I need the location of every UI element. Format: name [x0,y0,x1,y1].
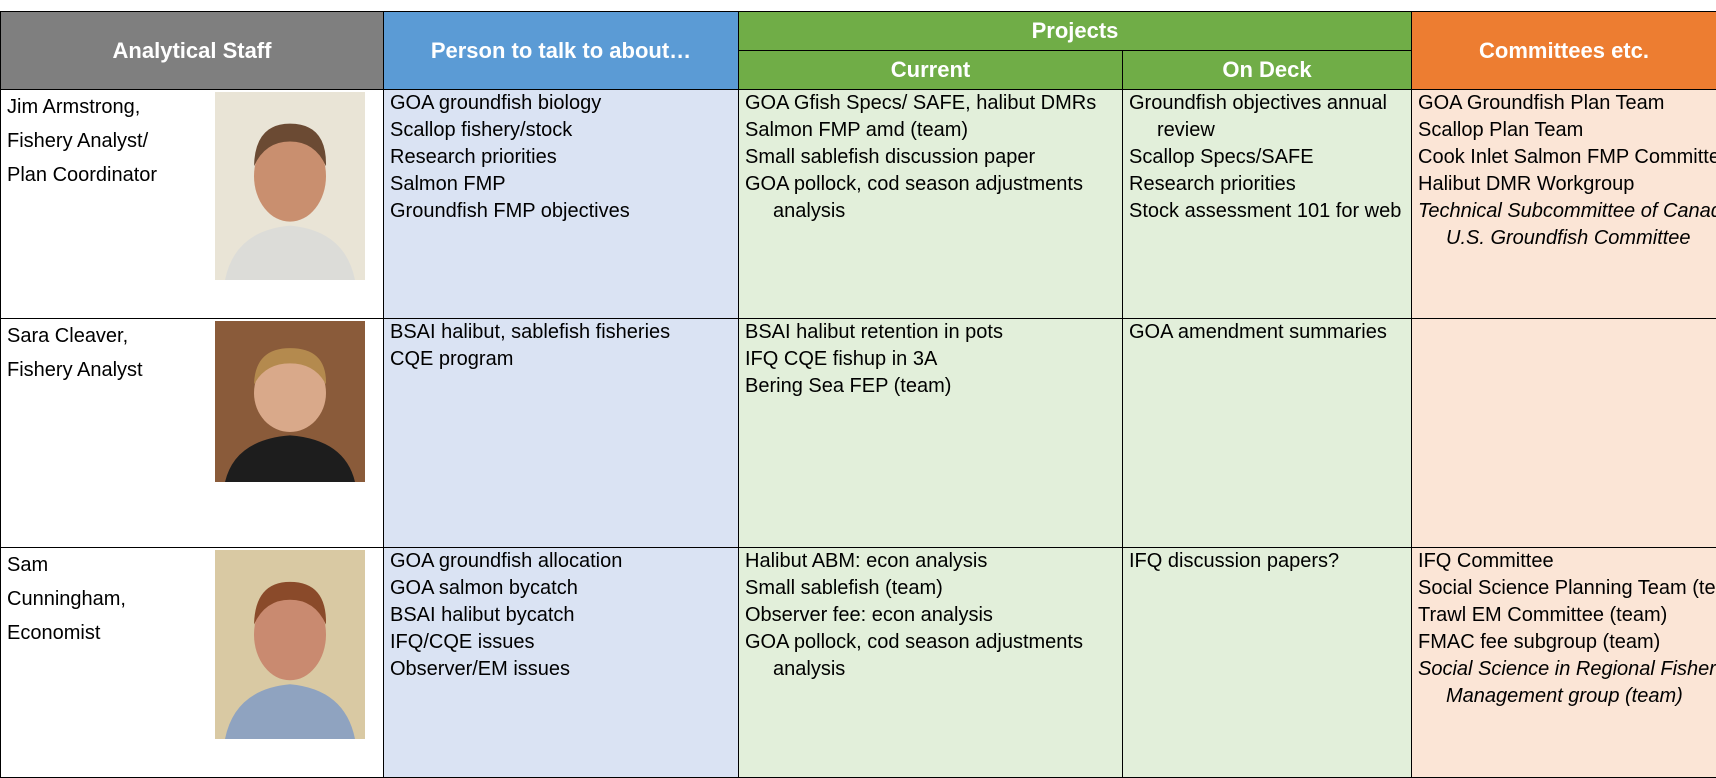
topic-item: Research priorities [390,144,738,171]
project-item: IFQ discussion papers? [1129,548,1411,575]
on-deck-cell: GOA amendment summaries [1123,319,1412,548]
topic-item: Salmon FMP [390,171,738,198]
project-item: GOA pollock, cod season adjustments anal… [745,171,1122,225]
committee-item: Social Science Planning Team (team) [1418,575,1716,602]
staff-photo [215,321,365,488]
project-item: GOA amendment summaries [1129,319,1411,346]
committee-item: IFQ Committee [1418,548,1716,575]
topic-item: Scallop fishery/stock [390,117,738,144]
staff-cell: Sara Cleaver,Fishery Analyst [1,319,384,548]
project-item: Stock assessment 101 for web [1129,198,1411,225]
project-item: Scallop Specs/SAFE [1129,144,1411,171]
table-row: Sara Cleaver,Fishery Analyst BSAI halibu… [1,319,1716,548]
project-item: GOA pollock, cod season adjustments anal… [745,629,1122,683]
staff-photo [215,92,365,286]
header-cell: On Deck [1123,51,1412,90]
header-cell: Analytical Staff [1,12,384,90]
committee-item: Social Science in Regional Fisheries Man… [1418,656,1716,710]
project-item: Halibut ABM: econ analysis [745,548,1122,575]
photo [215,550,365,739]
committee-item: Scallop Plan Team [1418,117,1716,144]
committee-item: Technical Subcommittee of Canada-U.S. Gr… [1418,198,1716,252]
project-item: GOA Gfish Specs/ SAFE, halibut DMRs [745,90,1122,117]
project-item: BSAI halibut retention in pots [745,319,1122,346]
header-cell: Committees etc. [1412,12,1716,90]
topic-item: IFQ/CQE issues [390,629,738,656]
topic-item: Observer/EM issues [390,656,738,683]
project-item: Observer fee: econ analysis [745,602,1122,629]
header-cell: Current [739,51,1123,90]
committee-item: Halibut DMR Workgroup [1418,171,1716,198]
topic-item: BSAI halibut, sablefish fisheries [390,319,738,346]
staff-photo [215,550,365,745]
header-cell: Person to talk to about… [384,12,739,90]
project-item: IFQ CQE fishup in 3A [745,346,1122,373]
staff-table: Analytical Staff Person to talk to about… [0,11,1716,778]
committee-item: GOA Groundfish Plan Team [1418,90,1716,117]
topic-item: GOA groundfish allocation [390,548,738,575]
committee-item: Cook Inlet Salmon FMP Committee [1418,144,1716,171]
header-cell: Projects [739,12,1412,51]
project-item: Small sablefish discussion paper [745,144,1122,171]
on-deck-cell: IFQ discussion papers? [1123,548,1412,778]
photo [215,321,365,482]
project-item: Bering Sea FEP (team) [745,373,1122,400]
project-item: Salmon FMP amd (team) [745,117,1122,144]
project-item: Small sablefish (team) [745,575,1122,602]
staff-cell: Jim Armstrong,Fishery Analyst/Plan Coord… [1,90,384,319]
topic-item: Groundfish FMP objectives [390,198,738,225]
photo [215,92,365,280]
topic-item: CQE program [390,346,738,373]
topic-item: BSAI halibut bycatch [390,602,738,629]
project-item: Research priorities [1129,171,1411,198]
committee-item: Trawl EM Committee (team) [1418,602,1716,629]
page: Analytical Staff Person to talk to about… [0,0,1716,747]
table-body: Jim Armstrong,Fishery Analyst/Plan Coord… [1,90,1716,778]
project-item: Groundfish objectives annual review [1129,90,1411,144]
table-row: Jim Armstrong,Fishery Analyst/Plan Coord… [1,90,1716,319]
topic-item: GOA groundfish biology [390,90,738,117]
committee-cell [1412,319,1716,548]
committee-item: FMAC fee subgroup (team) [1418,629,1716,656]
topic-item: GOA salmon bycatch [390,575,738,602]
